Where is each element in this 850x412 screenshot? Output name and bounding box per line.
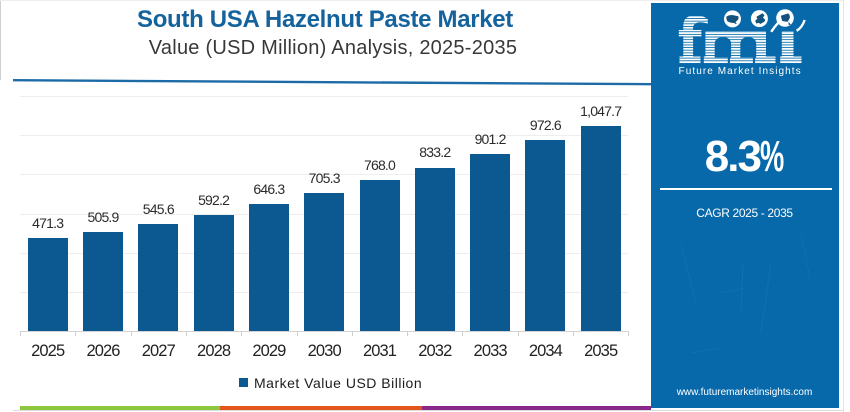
svg-text:Future Market Insights: Future Market Insights — [678, 66, 801, 77]
